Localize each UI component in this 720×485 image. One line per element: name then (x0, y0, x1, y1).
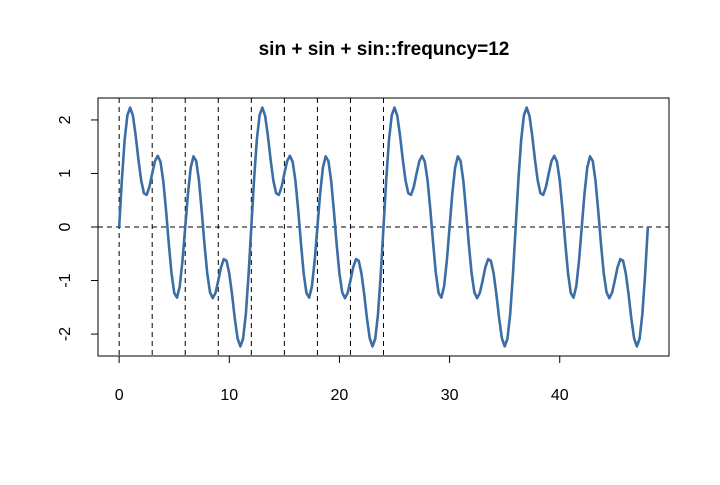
y-tick-label: -2 (57, 327, 74, 341)
x-tick-label: 30 (441, 387, 459, 404)
y-tick-label: 1 (57, 169, 74, 178)
data-line (117, 106, 650, 348)
y-tick-label: 2 (57, 115, 74, 124)
y-tick-label: -1 (57, 273, 74, 287)
x-tick-label: 40 (551, 387, 569, 404)
x-tick-label: 10 (220, 387, 238, 404)
x-tick-label: 0 (115, 387, 124, 404)
chart-title: sin + sin + sin::frequncy=12 (259, 39, 510, 60)
y-tick-label: 0 (57, 222, 74, 231)
x-tick-label: 20 (331, 387, 349, 404)
